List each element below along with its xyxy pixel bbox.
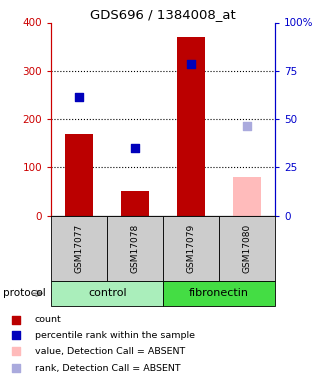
Bar <box>163 281 275 306</box>
Point <box>13 365 19 371</box>
Point <box>133 145 138 151</box>
Text: control: control <box>88 288 126 298</box>
Bar <box>121 192 149 216</box>
Text: value, Detection Call = ABSENT: value, Detection Call = ABSENT <box>35 347 185 356</box>
Bar <box>177 37 205 216</box>
Text: protocol: protocol <box>3 288 46 298</box>
Bar <box>219 216 275 281</box>
Point <box>13 333 19 339</box>
Point <box>77 94 82 100</box>
Bar <box>65 134 93 216</box>
Bar <box>107 216 163 281</box>
Point <box>13 348 19 354</box>
Text: fibronectin: fibronectin <box>189 288 249 298</box>
Bar <box>51 281 163 306</box>
Bar <box>163 216 219 281</box>
Point <box>13 316 19 322</box>
Text: GSM17079: GSM17079 <box>187 224 196 273</box>
Text: percentile rank within the sample: percentile rank within the sample <box>35 331 195 340</box>
Point <box>245 123 250 129</box>
Text: GSM17078: GSM17078 <box>131 224 140 273</box>
Bar <box>51 216 107 281</box>
Text: GSM17080: GSM17080 <box>243 224 252 273</box>
Point <box>189 60 194 66</box>
Text: rank, Detection Call = ABSENT: rank, Detection Call = ABSENT <box>35 364 180 373</box>
Bar <box>233 177 261 216</box>
Title: GDS696 / 1384008_at: GDS696 / 1384008_at <box>90 8 236 21</box>
Text: GSM17077: GSM17077 <box>75 224 84 273</box>
Text: count: count <box>35 315 62 324</box>
